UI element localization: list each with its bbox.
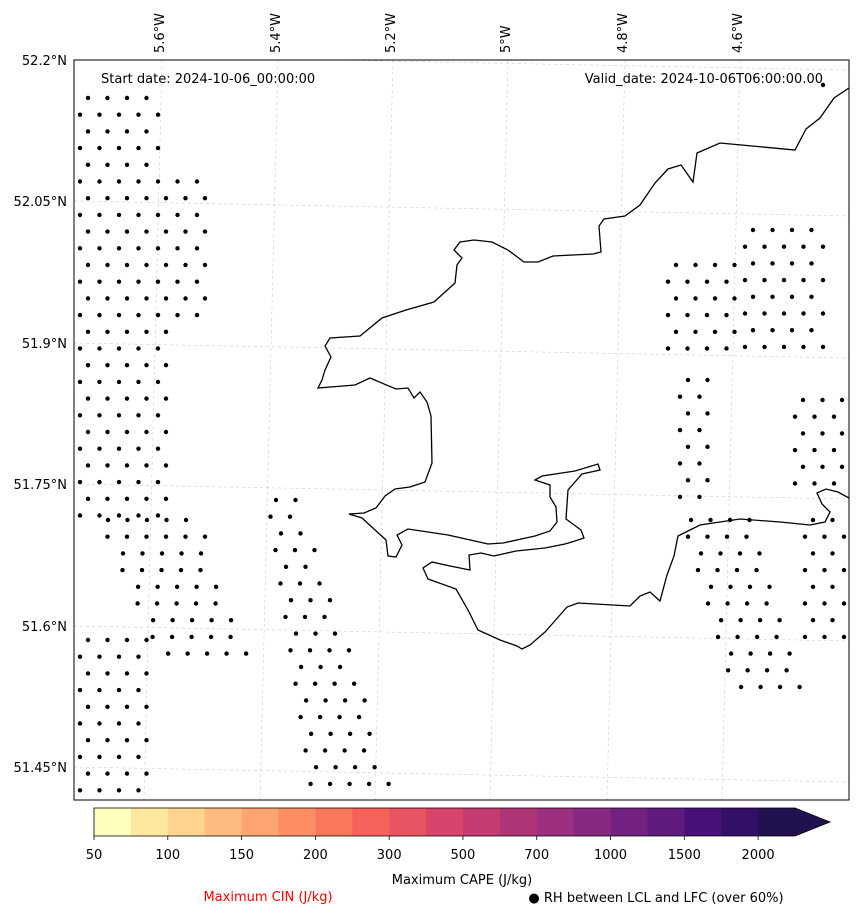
colorbar-extend-arrow xyxy=(795,808,830,836)
lon-tick-label: 4.6°W xyxy=(731,13,746,53)
lat-tick-label: 51.6°N xyxy=(22,620,67,635)
colorbar-tick-label: 1500 xyxy=(668,848,701,863)
colorbar-segment xyxy=(130,808,169,836)
longitude-tick-labels: 5.6°W 5.4°W 5.2°W 5°W 4.8°W 4.6°W xyxy=(153,13,746,53)
colorbar-segment xyxy=(241,808,280,836)
colorbar-segment xyxy=(426,808,464,836)
colorbar-segment xyxy=(462,808,501,836)
lat-tick-label: 52.05°N xyxy=(14,195,67,210)
lon-tick-label: 5.4°W xyxy=(269,13,284,53)
colorbar-segment xyxy=(352,808,390,836)
colorbar-segment xyxy=(721,808,759,836)
colorbar-tick-label: 150 xyxy=(229,848,254,863)
lon-tick-label: 4.8°W xyxy=(616,13,631,53)
colorbar-tick-label: 700 xyxy=(524,848,549,863)
colorbar-segment xyxy=(94,808,132,836)
rh-legend-label: ● RH between LCL and LFC (over 60%) xyxy=(528,891,783,906)
map-frame xyxy=(73,59,850,801)
colorbar-tick-label: 100 xyxy=(155,848,180,863)
coastline xyxy=(316,87,849,650)
colorbar-segment xyxy=(278,808,316,836)
colorbar-segment xyxy=(573,808,612,836)
colorbar-segment xyxy=(647,808,685,836)
colorbar-tick-label: 50 xyxy=(86,848,103,863)
lon-tick-label: 5.6°W xyxy=(153,13,168,53)
lat-tick-label: 51.9°N xyxy=(22,337,67,352)
colorbar-segment xyxy=(610,808,649,836)
colorbar-segment xyxy=(167,808,206,836)
colorbar-tick-label: 200 xyxy=(303,848,328,863)
colorbar-tick-label: 1000 xyxy=(594,848,627,863)
map-axes xyxy=(74,60,849,800)
colorbar-segment xyxy=(315,808,353,836)
colorbar-tick-label: 500 xyxy=(450,848,475,863)
lon-tick-label: 5.2°W xyxy=(384,13,399,53)
cape-colorbar xyxy=(93,807,832,837)
colorbar-outline xyxy=(93,807,832,837)
lat-tick-label: 51.75°N xyxy=(14,478,67,493)
lat-tick-label: 51.45°N xyxy=(14,761,67,776)
start-date-label: Start date: 2024-10-06_00:00:00 xyxy=(101,72,315,87)
colorbar-tick-label: 300 xyxy=(377,848,402,863)
latitude-tick-labels: 52.2°N 52.05°N 51.9°N 51.75°N 51.6°N 51.45°N xyxy=(14,54,67,776)
colorbar-label: Maximum CAPE (J/kg) xyxy=(392,873,532,888)
colorbar-tick-labels: 50 100 150 200 300 500 700 1000 1500 2000 xyxy=(86,836,775,863)
colorbar-segment xyxy=(684,808,722,836)
valid-date-label: Valid_date: 2024-10-06T06:00:00.00 xyxy=(585,72,823,87)
colorbar-segment xyxy=(204,808,243,836)
cin-legend-label: Maximum CIN (J/kg) xyxy=(203,890,332,905)
colorbar-segment xyxy=(758,808,796,836)
rh-stipple-dots xyxy=(77,82,847,793)
lon-tick-label: 5°W xyxy=(499,25,514,53)
colorbar-segment xyxy=(389,808,427,836)
colorbar-segment xyxy=(499,808,538,836)
lat-tick-label: 52.2°N xyxy=(22,54,67,69)
colorbar-segment xyxy=(536,808,575,836)
colorbar-tick-label: 2000 xyxy=(742,848,775,863)
